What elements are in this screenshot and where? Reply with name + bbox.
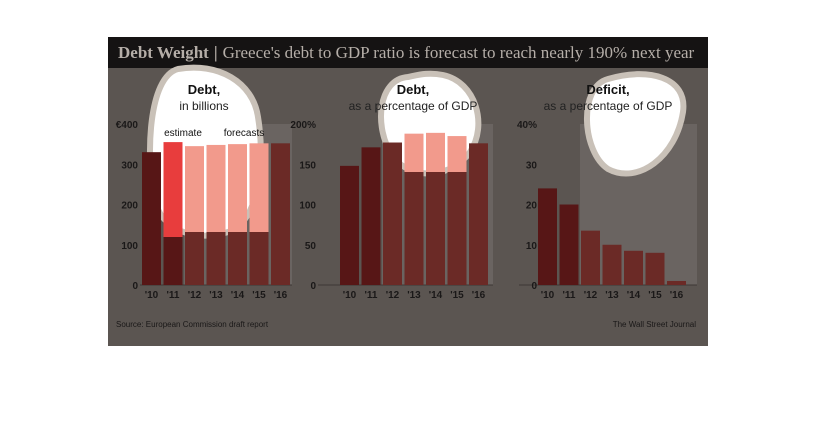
panel-subtitle: in billions [179, 99, 228, 113]
y-tick-label: €400 [116, 120, 139, 131]
x-tick-label: '15 [252, 290, 266, 301]
panel-title: Deficit, [586, 82, 629, 97]
y-tick-label: 0 [531, 281, 537, 292]
x-tick-label: '13 [209, 290, 223, 301]
y-tick-label: 50 [305, 241, 317, 252]
bar [340, 165, 359, 285]
annotation-label: forecasts [224, 128, 265, 139]
panel-subtitle: as a percentage of GDP [544, 99, 673, 113]
charts-canvas: 0100200300€400'10'11'12'13'14'15'16Debt,… [116, 64, 697, 329]
bar [559, 204, 579, 285]
x-tick-label: '14 [429, 290, 443, 301]
chart-title-separator: | [213, 43, 218, 62]
panel-subtitle: as a percentage of GDP [349, 99, 478, 113]
x-tick-label: '11 [365, 290, 378, 301]
chart-title: Debt Weight [118, 43, 209, 62]
y-tick-label: 10 [526, 241, 538, 252]
bar-lower-segment [206, 232, 226, 285]
chart-header-text: Debt Weight | Greece's debt to GDP ratio i… [118, 43, 694, 63]
panel-title: Debt, [188, 82, 221, 97]
bar-lower-segment [426, 172, 445, 285]
bar-lower-segment [185, 232, 204, 285]
bar-lower-segment [447, 172, 467, 285]
x-tick-label: '12 [188, 290, 202, 301]
y-tick-label: 30 [526, 160, 538, 171]
bar [645, 252, 665, 285]
y-tick-label: 200% [290, 120, 316, 131]
x-tick-label: '16 [472, 290, 486, 301]
panel-title: Debt, [397, 82, 430, 97]
x-tick-label: '13 [407, 290, 421, 301]
y-tick-label: 40% [517, 120, 537, 131]
x-tick-label: '11 [167, 290, 180, 301]
x-tick-label: '14 [231, 290, 245, 301]
annotation-label: estimate [164, 128, 202, 139]
bar [383, 142, 402, 285]
x-tick-label: '15 [450, 290, 464, 301]
bar [271, 143, 290, 285]
x-tick-label: '16 [670, 290, 684, 301]
chart-header-bar: Debt Weight | Greece's debt to GDP ratio i… [108, 37, 708, 68]
y-tick-label: 200 [121, 201, 138, 212]
y-tick-label: 0 [310, 281, 316, 292]
y-tick-label: 20 [526, 201, 538, 212]
x-tick-label: '12 [386, 290, 400, 301]
x-tick-label: '12 [584, 290, 598, 301]
bar [538, 188, 557, 285]
credit-note: The Wall Street Journal [613, 320, 697, 329]
bar [624, 250, 643, 285]
y-tick-label: 100 [299, 201, 316, 212]
x-tick-label: '10 [343, 290, 357, 301]
y-tick-label: 150 [299, 160, 316, 171]
y-tick-label: 0 [132, 281, 138, 292]
x-tick-label: '10 [145, 290, 159, 301]
bar [602, 244, 622, 285]
chart-subtitle: Greece's debt to GDP ratio is forecast t… [222, 43, 695, 62]
bar [469, 143, 488, 285]
source-note: Source: European Commission draft report [116, 320, 269, 329]
y-tick-label: 300 [121, 160, 138, 171]
chart-figure: Debt Weight | Greece's debt to GDP ratio i… [108, 37, 708, 346]
highlight-circle [584, 71, 687, 177]
bar-lower-segment [404, 172, 424, 285]
bar [361, 147, 381, 285]
x-tick-label: '10 [541, 290, 555, 301]
y-tick-label: 100 [121, 241, 138, 252]
bar [581, 230, 600, 285]
x-tick-label: '14 [627, 290, 641, 301]
bar [667, 280, 686, 285]
bar-lower-segment [249, 232, 269, 285]
x-tick-label: '11 [563, 290, 576, 301]
bar-lower-segment [163, 237, 183, 285]
bar-lower-segment [228, 232, 247, 285]
x-tick-label: '16 [274, 290, 288, 301]
x-tick-label: '13 [605, 290, 619, 301]
x-tick-label: '15 [648, 290, 662, 301]
bar [142, 152, 161, 285]
